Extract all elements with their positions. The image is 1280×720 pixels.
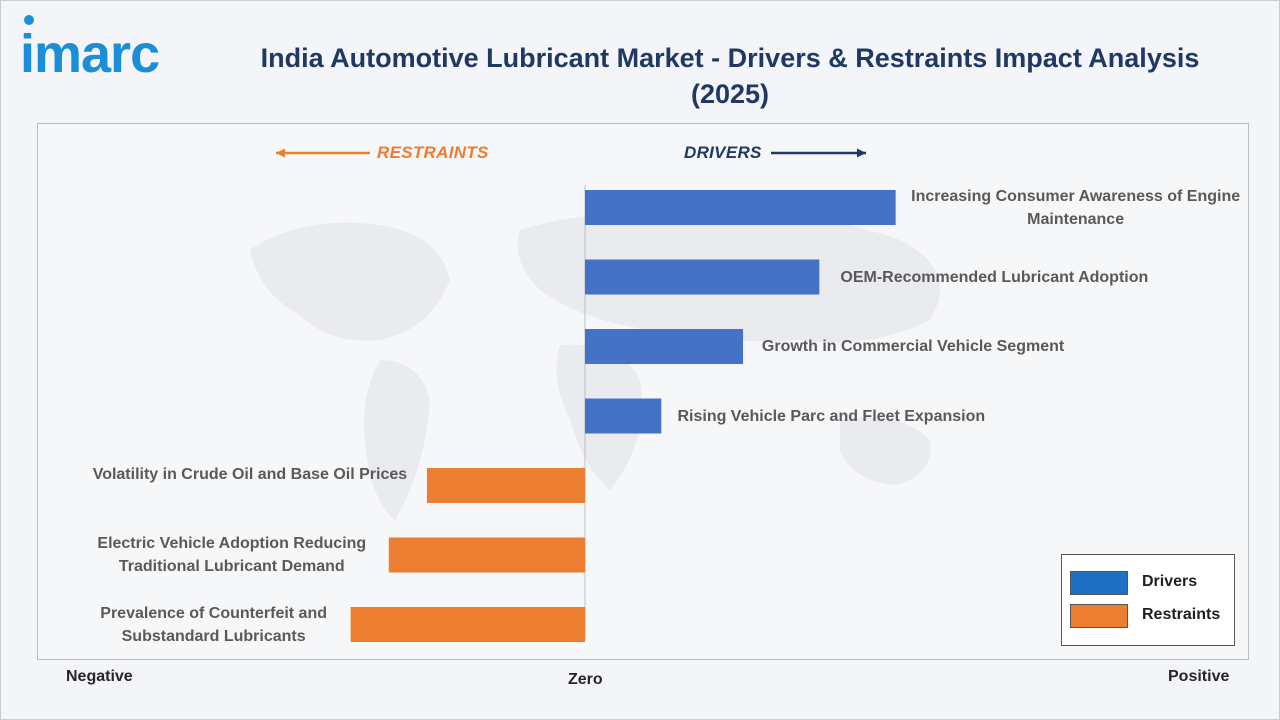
- legend-label-restraints: Restraints: [1142, 606, 1221, 623]
- bar-restraints-5: [388, 537, 585, 573]
- chart-title: India Automotive Lubricant Market - Driv…: [260, 43, 1200, 109]
- zero-axis-label: Zero: [568, 671, 603, 688]
- bar-label-1: OEM-Recommended Lubricant Adoption: [840, 268, 1149, 286]
- legend-label-drivers: Drivers: [1142, 573, 1198, 590]
- positive-axis-label: Positive: [1168, 668, 1230, 685]
- bar-restraints-6: [350, 607, 585, 642]
- bar-drivers-0: [585, 190, 896, 225]
- negative-axis-label: Negative: [66, 668, 133, 685]
- legend-swatch-drivers: [1070, 571, 1128, 595]
- bar-label-0: Increasing Consumer Awareness of Engine …: [911, 187, 1241, 228]
- bar-label-3: Rising Vehicle Parc and Fleet Expansion: [677, 407, 986, 425]
- imarc-logo: imarc: [20, 15, 160, 84]
- bar-label-6: Prevalence of Counterfeit and Substandar…: [100, 604, 327, 645]
- bar-label-2: Growth in Commercial Vehicle Segment: [761, 338, 1065, 355]
- bar-drivers-1: [585, 259, 820, 295]
- bar-label-4: Volatility in Crude Oil and Base Oil Pri…: [92, 465, 408, 483]
- bar-drivers-2: [585, 329, 744, 364]
- restraints-arrow-head: [276, 148, 285, 158]
- legend-swatch-restraints: [1070, 604, 1128, 628]
- bar-drivers-3: [585, 398, 662, 434]
- drivers-arrow-head: [857, 148, 866, 158]
- restraints-direction-label: RESTRAINTS: [377, 143, 489, 162]
- svg-text:imarc: imarc: [20, 24, 159, 84]
- legend: Drivers Restraints: [1061, 554, 1235, 646]
- drivers-direction-label: DRIVERS: [684, 143, 762, 162]
- bar-restraints-4: [426, 468, 585, 503]
- bar-label-5: Electric Vehicle Adoption Reducing Tradi…: [97, 535, 367, 575]
